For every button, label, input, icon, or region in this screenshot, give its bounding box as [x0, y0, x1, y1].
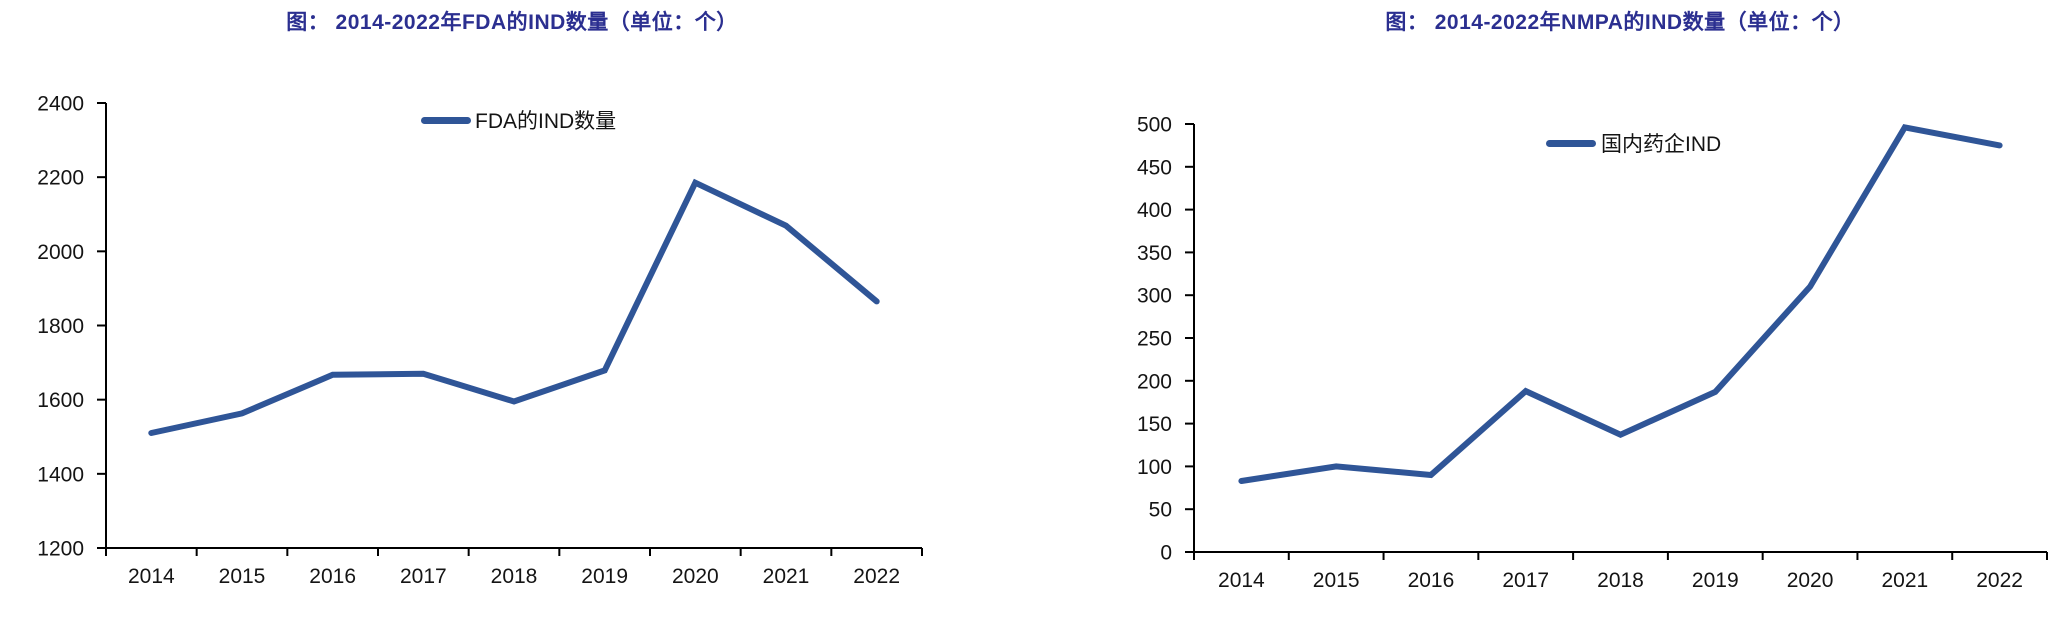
legend-line-swatch — [421, 116, 471, 124]
series-line-FDA的IND数量 — [148, 178, 880, 436]
y-tick-label: 350 — [1137, 242, 1172, 265]
x-tick-label: 2016 — [309, 565, 356, 588]
chart-fda-ind: 图： 2014-2022年FDA的IND数量（单位：个） FDA的IND数量 1… — [37, 11, 923, 588]
x-tick-label: 2014 — [128, 565, 175, 588]
x-tick-label: 2019 — [581, 565, 628, 588]
legend-label: FDA的IND数量 — [475, 110, 617, 133]
line-plot: 0 50 100 150 200 250 300 350 400 450 500 2014 2015 20… — [1137, 114, 2048, 592]
x-tick-label: 2018 — [1597, 569, 1644, 592]
y-tick-label: 500 — [1137, 114, 1172, 137]
y-tick-label: 1800 — [37, 315, 84, 338]
x-tick-label: 2020 — [672, 565, 719, 588]
x-tick-label: 2020 — [1787, 569, 1834, 592]
y-tick-label: 400 — [1137, 199, 1172, 222]
legend: 国内药企IND — [1546, 132, 1721, 156]
series-line-国内药企IND — [1238, 124, 2003, 484]
x-tick-label: 2021 — [1881, 569, 1928, 592]
y-tick-label: 250 — [1137, 328, 1172, 351]
y-tick-label: 2000 — [37, 241, 84, 264]
y-tick-label: 1600 — [37, 389, 84, 412]
x-tick-label: 2022 — [853, 565, 900, 588]
x-tick-label: 2016 — [1408, 569, 1455, 592]
y-tick-label: 300 — [1137, 285, 1172, 308]
y-tick-label: 0 — [1160, 542, 1172, 565]
x-tick-label: 2022 — [1976, 569, 2023, 592]
legend: FDA的IND数量 — [421, 109, 616, 133]
x-tick-label: 2014 — [1218, 569, 1265, 592]
x-tick-label: 2015 — [1313, 569, 1360, 592]
x-tick-label: 2018 — [491, 565, 538, 588]
x-tick-label: 2017 — [1502, 569, 1549, 592]
x-tick-label: 2019 — [1692, 569, 1739, 592]
y-tick-label: 2200 — [37, 167, 84, 190]
chart-title: 图： 2014-2022年NMPA的IND数量（单位：个） — [1385, 11, 1855, 34]
y-tick-label: 150 — [1137, 413, 1172, 436]
x-tick-label: 2021 — [763, 565, 810, 588]
y-tick-label: 50 — [1149, 499, 1172, 522]
y-tick-label: 200 — [1137, 370, 1172, 393]
line-plot: 1200 1400 1600 1800 2000 2200 2400 2014 2015 2016… — [37, 93, 923, 588]
y-tick-label: 1200 — [37, 538, 84, 561]
chart-nmpa-ind: 图： 2014-2022年NMPA的IND数量（单位：个） 国内药企IND 0 5… — [1035, 0, 2070, 631]
y-tick-label: 1400 — [37, 463, 84, 486]
y-tick-label: 2400 — [37, 93, 84, 116]
x-tick-label: 2015 — [219, 565, 266, 588]
y-tick-label: 450 — [1137, 156, 1172, 179]
x-tick-label: 2017 — [400, 565, 447, 588]
y-tick-label: 100 — [1137, 456, 1172, 479]
chart-title: 图： 2014-2022年FDA的IND数量（单位：个） — [286, 11, 738, 34]
legend-line-swatch — [1546, 139, 1596, 147]
legend-label: 国内药企IND — [1601, 133, 1722, 156]
